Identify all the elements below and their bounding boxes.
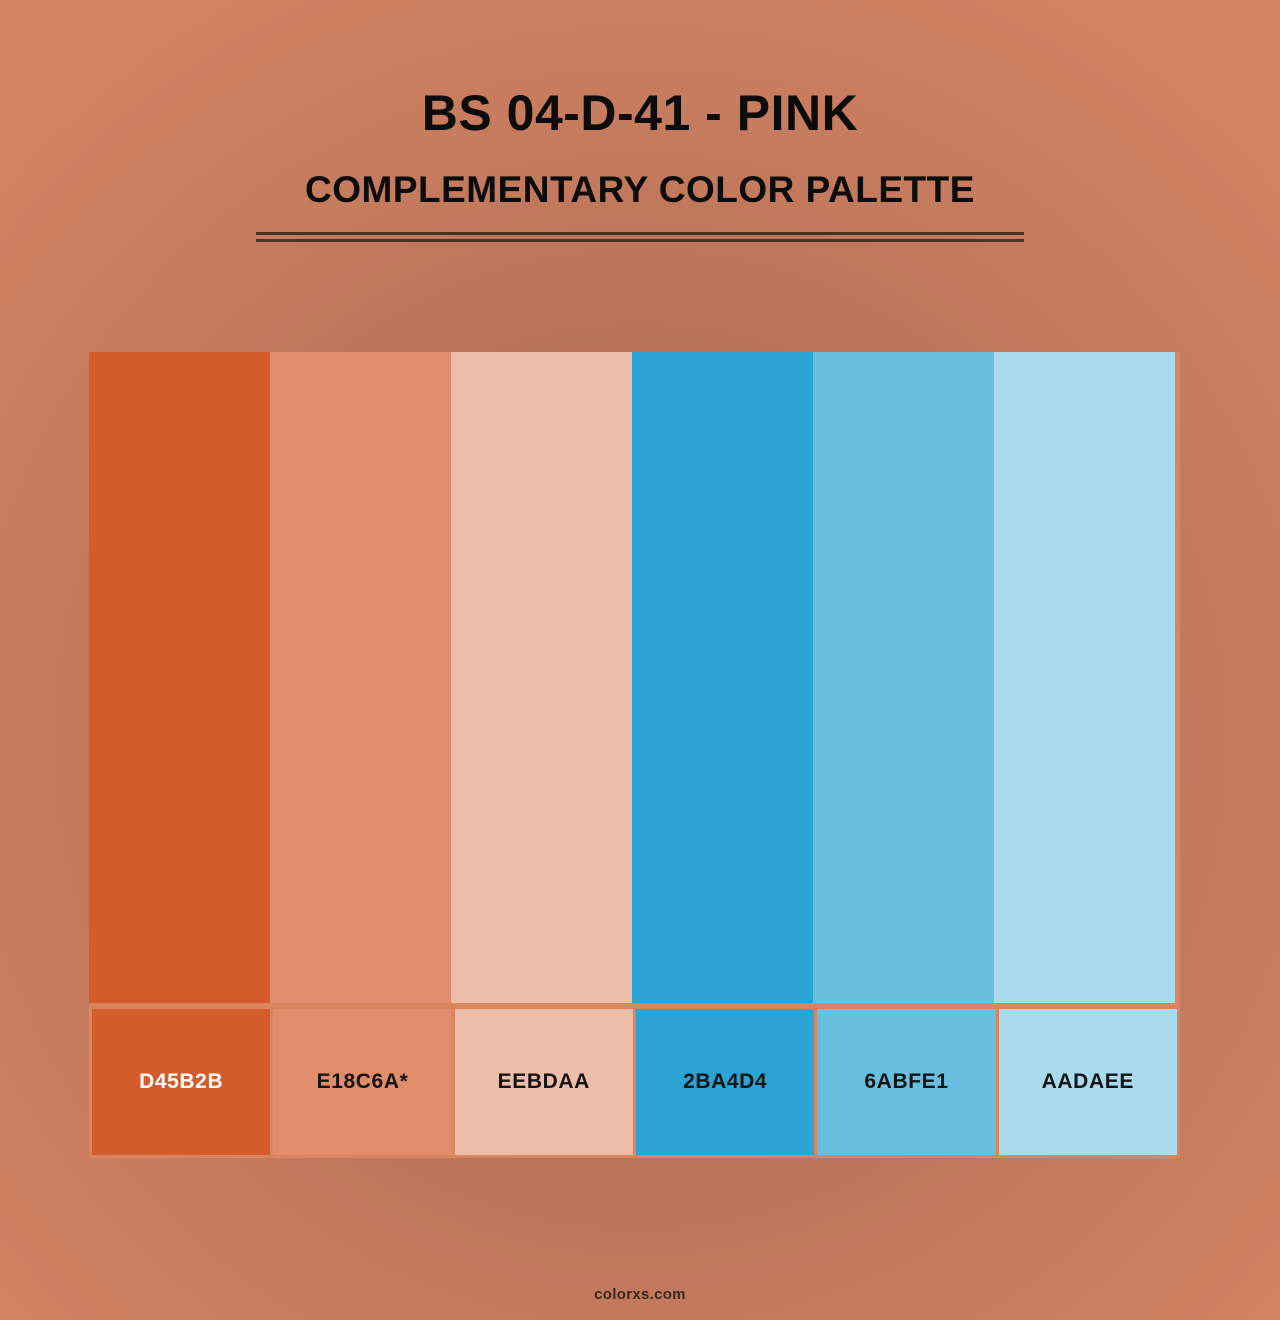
site-watermark: colorxs.com xyxy=(594,1286,686,1303)
hex-label-cell-1: D45B2B xyxy=(92,1009,271,1155)
hex-code-label: 2BA4D4 xyxy=(683,1070,768,1093)
divider-rule-bottom xyxy=(256,239,1024,242)
page-title: BS 04-D-41 - PINK xyxy=(421,85,859,141)
swatch-column-6 xyxy=(994,352,1175,1003)
swatch-column-2 xyxy=(270,352,451,1003)
swatch-column-4 xyxy=(632,352,813,1003)
hex-label-cell-3: EEBDAA xyxy=(454,1009,633,1155)
divider-rule-top xyxy=(256,232,1024,235)
hex-label-cell-5: 6ABFE1 xyxy=(817,1009,996,1155)
hex-label-row: D45B2B E18C6A* EEBDAA 2BA4D4 6ABFE1 AADA… xyxy=(89,1003,1180,1158)
swatch-column-5 xyxy=(813,352,994,1003)
hex-label-cell-4: 2BA4D4 xyxy=(635,1009,815,1155)
header-divider xyxy=(256,232,1024,242)
hex-code-label: 6ABFE1 xyxy=(864,1070,949,1093)
hex-code-label: D45B2B xyxy=(139,1070,224,1093)
hex-code-label: EEBDAA xyxy=(497,1070,590,1093)
hex-label-cell-6: AADAEE xyxy=(998,1009,1177,1155)
swatch-column-1 xyxy=(89,352,270,1003)
swatch-row xyxy=(89,352,1180,1003)
color-palette: D45B2B E18C6A* EEBDAA 2BA4D4 6ABFE1 AADA… xyxy=(89,352,1180,1158)
page-subtitle: COMPLEMENTARY COLOR PALETTE xyxy=(305,169,975,210)
hex-code-label: E18C6A* xyxy=(316,1070,409,1093)
hex-code-label: AADAEE xyxy=(1041,1070,1134,1093)
swatch-column-3 xyxy=(451,352,632,1003)
hex-label-cell-2: E18C6A* xyxy=(273,1009,452,1155)
